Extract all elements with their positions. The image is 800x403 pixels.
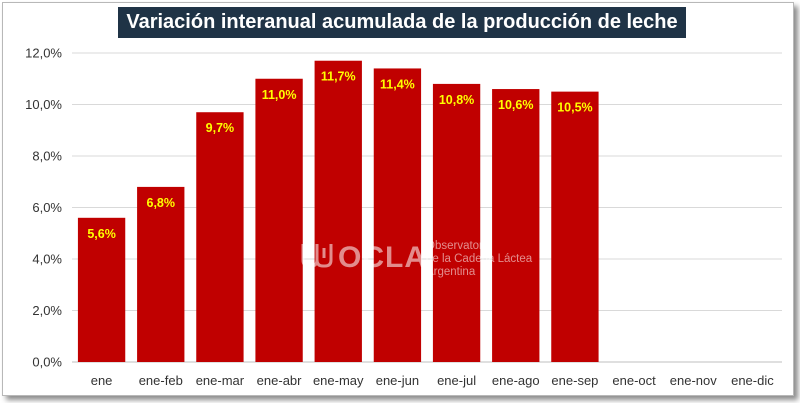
- bar: [551, 91, 599, 362]
- x-tick-label: ene-oct: [612, 373, 656, 388]
- data-label: 11,4%: [380, 77, 415, 91]
- x-tick-label: ene-abr: [257, 373, 302, 388]
- y-tick-label: 10,0%: [25, 97, 62, 112]
- data-label: 10,5%: [557, 101, 592, 115]
- x-tick-label: ene-sep: [551, 373, 598, 388]
- data-label: 11,7%: [321, 70, 356, 84]
- data-label: 10,6%: [498, 98, 533, 112]
- ocla-watermark: OCLA Observatorio de la Cadena Láctea Ar…: [301, 240, 533, 278]
- bars: [77, 60, 599, 363]
- y-tick-label: 0,0%: [32, 355, 62, 370]
- gridlines: [72, 52, 782, 363]
- watermark-line-2: de la Cadena Láctea: [426, 253, 533, 265]
- y-tick-label: 8,0%: [32, 149, 62, 164]
- data-label: 5,6%: [87, 227, 116, 241]
- data-label: 11,0%: [262, 88, 297, 102]
- x-tick-label: ene-jun: [376, 373, 419, 388]
- bar: [492, 89, 540, 363]
- bar: [314, 60, 362, 362]
- bar: [255, 78, 303, 362]
- x-tick-label: ene-mar: [196, 373, 245, 388]
- y-tick-label: 12,0%: [25, 46, 62, 61]
- bar: [137, 186, 185, 362]
- bar: [432, 83, 481, 363]
- x-tick-label: ene: [91, 373, 113, 388]
- data-label: 9,7%: [206, 121, 235, 135]
- y-tick-label: 6,0%: [32, 200, 62, 215]
- ocla-logo-icon: [301, 244, 333, 268]
- bar: [196, 112, 244, 362]
- bar: [373, 68, 422, 362]
- x-tick-label: ene-ago: [492, 373, 540, 388]
- x-tick-label: ene-may: [313, 373, 364, 388]
- chart-title: Variación interanual acumulada de la pro…: [118, 7, 686, 38]
- watermark-line-1: Observatorio: [426, 240, 492, 252]
- x-tick-label: ene-nov: [670, 373, 717, 388]
- data-label: 6,8%: [147, 196, 176, 210]
- data-label: 10,8%: [439, 93, 474, 107]
- bar: [77, 217, 126, 362]
- x-tick-label: ene-feb: [139, 373, 183, 388]
- watermark-line-3: Argentina: [426, 266, 476, 278]
- x-tick-label: ene-jul: [437, 373, 476, 388]
- x-axis: ene ene-feb ene-mar ene-abr ene-may ene-jun en…: [91, 373, 775, 388]
- y-tick-label: 2,0%: [32, 303, 62, 318]
- data-labels: 5,6% 6,8% 9,7% 11,0% 11,7% 11,4% 10,8% 10,6% 10,…: [87, 70, 592, 241]
- y-axis: 0,0% 2,0% 4,0% 6,0% 8,0% 10,0% 12,0%: [25, 46, 62, 370]
- watermark-logo-text: OCLA: [338, 241, 427, 274]
- y-tick-label: 4,0%: [32, 252, 62, 267]
- x-tick-label: ene-dic: [731, 373, 774, 388]
